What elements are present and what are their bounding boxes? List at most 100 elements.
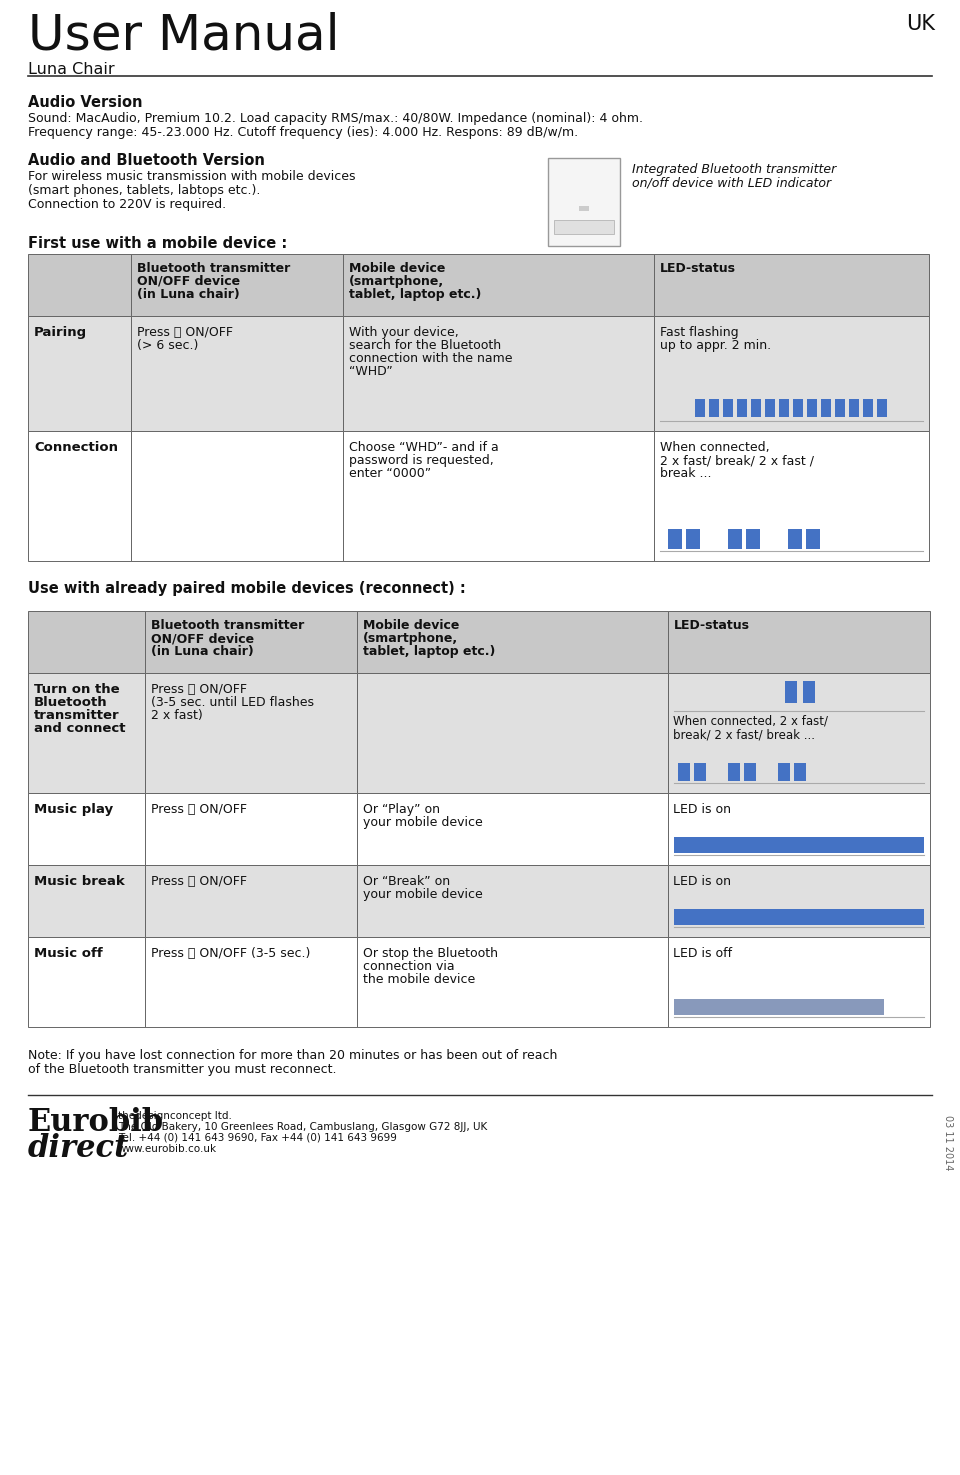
Bar: [728, 530, 742, 549]
Text: (smart phones, tablets, labtops etc.).: (smart phones, tablets, labtops etc.).: [28, 184, 260, 198]
Bar: [357, 611, 668, 673]
Text: 03 11 2014: 03 11 2014: [943, 1115, 953, 1170]
Bar: [668, 794, 930, 864]
Text: Pairing: Pairing: [34, 326, 87, 339]
Text: Press ⎃ ON/OFF: Press ⎃ ON/OFF: [151, 683, 247, 696]
Text: (smartphone,: (smartphone,: [349, 274, 444, 288]
Text: (in Luna chair): (in Luna chair): [137, 288, 240, 301]
Text: “WHD”: “WHD”: [349, 364, 393, 378]
Text: (in Luna chair): (in Luna chair): [151, 645, 253, 658]
Bar: [695, 400, 705, 417]
Text: on/off device with LED indicator: on/off device with LED indicator: [632, 177, 831, 190]
Bar: [737, 400, 747, 417]
Text: Frequency range: 45-.23.000 Hz. Cutoff frequency (ies): 4.000 Hz. Respons: 89 dB: Frequency range: 45-.23.000 Hz. Cutoff f…: [28, 125, 578, 139]
Bar: [746, 530, 760, 549]
Text: Mobile device: Mobile device: [349, 263, 445, 274]
Bar: [794, 763, 806, 780]
Bar: [779, 400, 789, 417]
Text: tablet, laptop etc.): tablet, laptop etc.): [363, 645, 495, 658]
Bar: [357, 673, 668, 794]
Text: Sound: MacAudio, Premium 10.2. Load capacity RMS/max.: 40/80W. Impedance (nomina: Sound: MacAudio, Premium 10.2. Load capa…: [28, 112, 643, 125]
Text: Audio and Bluetooth Version: Audio and Bluetooth Version: [28, 153, 265, 168]
Bar: [668, 530, 682, 549]
Bar: [357, 864, 668, 937]
Text: Connection to 220V is required.: Connection to 220V is required.: [28, 198, 227, 211]
Text: up to appr. 2 min.: up to appr. 2 min.: [660, 339, 771, 353]
Text: (3-5 sec. until LED flashes: (3-5 sec. until LED flashes: [151, 696, 314, 709]
Bar: [145, 673, 357, 794]
Text: Press ⎃ ON/OFF (3-5 sec.): Press ⎃ ON/OFF (3-5 sec.): [151, 947, 310, 960]
Bar: [145, 794, 357, 864]
Text: Luna Chair: Luna Chair: [28, 62, 114, 77]
Text: 2 x fast): 2 x fast): [151, 709, 203, 721]
Text: Bluetooth transmitter: Bluetooth transmitter: [137, 263, 290, 274]
Bar: [145, 611, 357, 673]
Bar: [668, 611, 930, 673]
Bar: [28, 937, 145, 1027]
Text: User Manual: User Manual: [28, 12, 340, 60]
Text: ON/OFF device: ON/OFF device: [151, 631, 254, 645]
Text: Bluetooth: Bluetooth: [34, 696, 108, 709]
Bar: [654, 431, 929, 560]
Bar: [654, 316, 929, 431]
Bar: [28, 794, 145, 864]
Text: break ...: break ...: [660, 468, 711, 479]
Bar: [877, 400, 887, 417]
Bar: [694, 763, 706, 780]
Text: transmitter: transmitter: [34, 709, 120, 721]
Bar: [145, 864, 357, 937]
Text: the mobile device: the mobile device: [363, 974, 475, 985]
Text: LED is on: LED is on: [673, 802, 731, 816]
Bar: [28, 254, 131, 316]
Text: (> 6 sec.): (> 6 sec.): [137, 339, 199, 353]
Bar: [343, 254, 654, 316]
Bar: [28, 431, 131, 560]
Text: enter “0000”: enter “0000”: [349, 468, 431, 479]
Text: connection with the name: connection with the name: [349, 353, 513, 364]
Text: Music off: Music off: [34, 947, 103, 960]
Text: First use with a mobile device :: First use with a mobile device :: [28, 236, 287, 251]
Text: ON/OFF device: ON/OFF device: [137, 274, 240, 288]
Text: (smartphone,: (smartphone,: [363, 631, 458, 645]
Text: When connected,: When connected,: [660, 441, 770, 454]
Bar: [765, 400, 775, 417]
Text: Connection: Connection: [34, 441, 118, 454]
Text: Press ⎃ ON/OFF: Press ⎃ ON/OFF: [151, 875, 247, 888]
Text: Use with already paired mobile devices (reconnect) :: Use with already paired mobile devices (…: [28, 581, 466, 596]
Text: thedesignconcept ltd.: thedesignconcept ltd.: [118, 1111, 232, 1121]
Bar: [343, 431, 654, 560]
Text: Mobile device: Mobile device: [363, 620, 460, 631]
Bar: [674, 909, 924, 925]
Bar: [668, 673, 930, 794]
Bar: [803, 681, 815, 704]
Text: With your device,: With your device,: [349, 326, 459, 339]
Text: of the Bluetooth transmitter you must reconnect.: of the Bluetooth transmitter you must re…: [28, 1063, 337, 1075]
Bar: [821, 400, 831, 417]
Bar: [357, 794, 668, 864]
Bar: [723, 400, 733, 417]
Bar: [131, 316, 343, 431]
Text: LED is off: LED is off: [673, 947, 732, 960]
Text: LED-status: LED-status: [660, 263, 736, 274]
Bar: [785, 681, 797, 704]
Bar: [131, 254, 343, 316]
Text: www.eurobib.co.uk: www.eurobib.co.uk: [118, 1145, 217, 1153]
Bar: [579, 207, 589, 211]
Bar: [28, 316, 131, 431]
Text: Press ⎃ ON/OFF: Press ⎃ ON/OFF: [151, 802, 247, 816]
Text: search for the Bluetooth: search for the Bluetooth: [349, 339, 501, 353]
Text: tablet, laptop etc.): tablet, laptop etc.): [349, 288, 481, 301]
Bar: [849, 400, 859, 417]
Text: Audio Version: Audio Version: [28, 94, 142, 111]
Text: your mobile device: your mobile device: [363, 816, 483, 829]
Bar: [654, 254, 929, 316]
Text: break/ 2 x fast/ break ...: break/ 2 x fast/ break ...: [673, 729, 815, 740]
Bar: [674, 999, 884, 1015]
Text: and connect: and connect: [34, 721, 126, 735]
Text: LED-status: LED-status: [674, 620, 750, 631]
Text: For wireless music transmission with mobile devices: For wireless music transmission with mob…: [28, 170, 355, 183]
Bar: [863, 400, 873, 417]
Bar: [28, 673, 145, 794]
Text: your mobile device: your mobile device: [363, 888, 483, 901]
Text: LED is on: LED is on: [673, 875, 731, 888]
